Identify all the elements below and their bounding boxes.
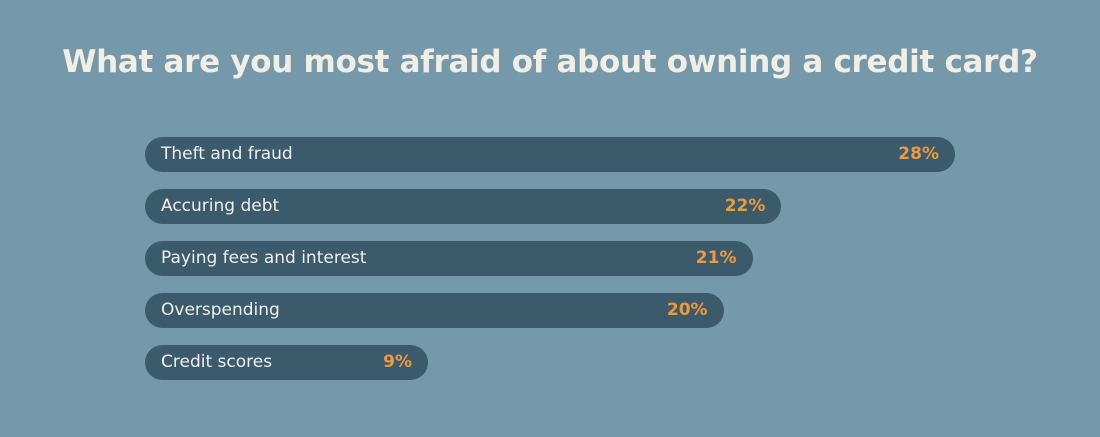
bar-label: Paying fees and interest — [161, 248, 367, 268]
bar: Paying fees and interest 21% — [145, 241, 753, 276]
bar-label: Accuring debt — [161, 196, 280, 216]
bar-value-label: 22% — [724, 196, 766, 216]
bar-value-label: 9% — [383, 352, 412, 372]
bar-label: Overspending — [161, 300, 280, 320]
bar: Credit scores 9% — [145, 345, 428, 380]
bar: Accuring debt 22% — [145, 189, 782, 224]
chart-title: What are you most afraid of about owning… — [62, 44, 1038, 80]
bar-label: Theft and fraud — [161, 144, 293, 164]
bar-value-label: 21% — [695, 248, 737, 268]
bar-label: Credit scores — [161, 352, 273, 372]
bar: Theft and fraud 28% — [145, 137, 955, 172]
bar-value-label: 20% — [666, 300, 708, 320]
bar: Overspending 20% — [145, 293, 724, 328]
bar-value-label: 28% — [898, 144, 939, 164]
